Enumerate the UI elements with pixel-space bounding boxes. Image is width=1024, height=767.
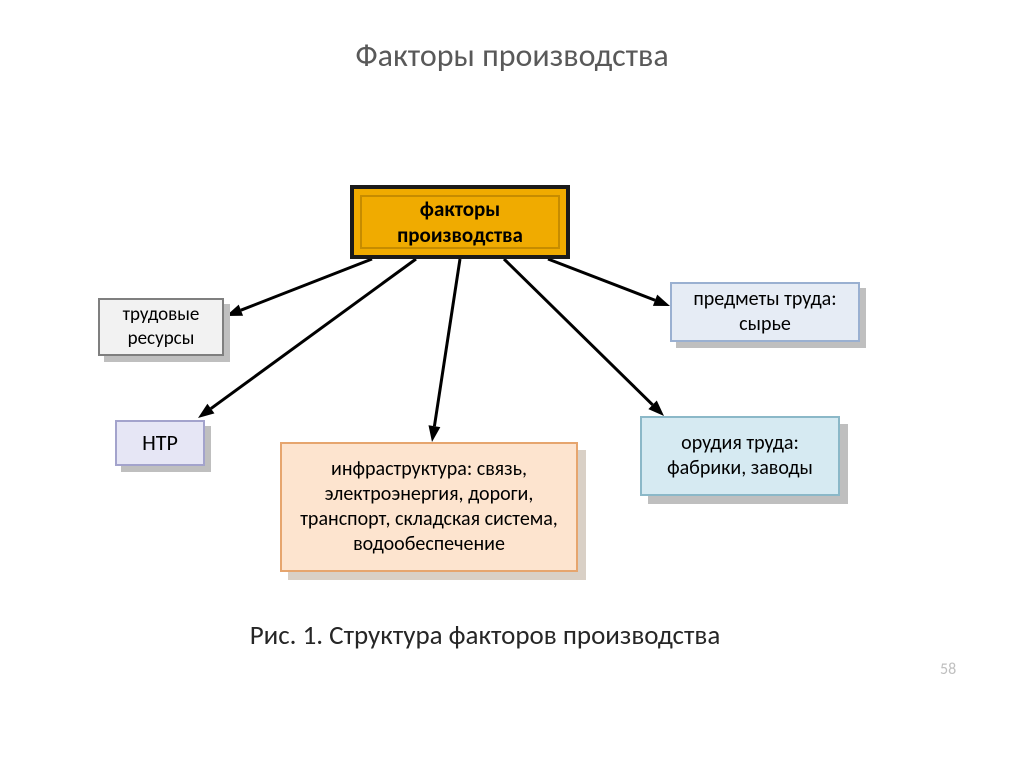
node-root-label: факторы производства xyxy=(362,196,558,249)
node-root: факторы производства xyxy=(350,185,570,259)
figure-caption: Рис. 1. Структура факторов производства xyxy=(0,619,970,652)
arrow-head-subjects xyxy=(653,295,670,306)
slide-title-text: Факторы производства xyxy=(355,36,668,75)
arrow-head-tools xyxy=(648,401,664,416)
node-ntr-label: НТР xyxy=(142,429,178,457)
node-ntr: НТР xyxy=(115,420,205,466)
page-number: 58 xyxy=(940,660,956,679)
arrow-line-infra xyxy=(434,259,460,426)
arrow-head-ntr xyxy=(198,404,214,418)
arrow-line-tools xyxy=(504,259,653,405)
arrow-line-ntr xyxy=(211,259,416,409)
node-infra-label: инфраструктура: связь, электроэнергия, д… xyxy=(290,457,568,557)
arrow-head-infra xyxy=(428,425,440,442)
node-tools: орудия труда: фабрики, заводы xyxy=(640,416,840,496)
slide-title: Факторы производства xyxy=(0,36,1024,75)
node-labor-label: трудовые ресурсы xyxy=(108,303,214,351)
node-subjects-label: предметы труда: сырье xyxy=(680,287,850,337)
arrow-line-subjects xyxy=(548,259,655,300)
arrow-line-labor xyxy=(241,259,372,310)
node-labor: трудовые ресурсы xyxy=(98,298,224,356)
page-number-text: 58 xyxy=(940,660,956,679)
figure-caption-text: Рис. 1. Структура факторов производства xyxy=(250,619,721,652)
node-infra: инфраструктура: связь, электроэнергия, д… xyxy=(280,442,578,572)
node-subjects: предметы труда: сырье xyxy=(670,282,860,342)
node-tools-label: орудия труда: фабрики, заводы xyxy=(650,431,830,481)
